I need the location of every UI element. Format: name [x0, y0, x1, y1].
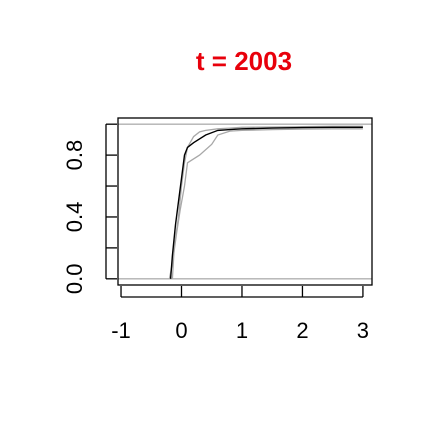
x-tick-label-1: 0 [175, 318, 187, 343]
x-tick-label-2: 1 [236, 318, 248, 343]
series-line-1 [171, 125, 363, 279]
series-layer [168, 125, 363, 279]
x-axis: -1 0 1 2 3 [111, 286, 369, 343]
x-tick-label-4: 3 [357, 318, 369, 343]
x-tick-label-0: -1 [111, 318, 131, 343]
reference-lines [118, 123, 372, 280]
y-tick-label-0: 0.0 [62, 264, 87, 295]
plot-frame [117, 117, 373, 286]
series-line-2 [168, 128, 363, 279]
y-tick-label-4: 0.8 [62, 140, 87, 171]
chart-title: t = 2003 [196, 46, 292, 76]
y-tick-label-2: 0.4 [62, 202, 87, 233]
series-line-0 [169, 126, 363, 279]
x-tick-label-3: 2 [296, 318, 308, 343]
y-axis: 0.0 0.4 0.8 [62, 123, 117, 295]
